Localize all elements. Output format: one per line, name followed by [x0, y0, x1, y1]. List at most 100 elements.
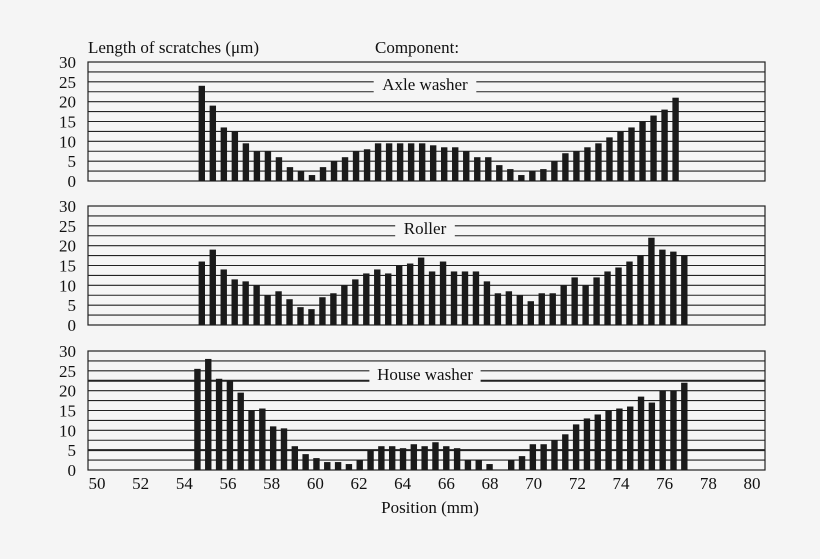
x-tick-label: 58 [263, 474, 280, 493]
x-tick-label: 68 [482, 474, 499, 493]
bar [429, 145, 437, 181]
y-tick-label: 30 [59, 53, 76, 72]
bar [399, 448, 407, 470]
bar [648, 237, 655, 325]
bar [385, 273, 392, 325]
bar [572, 424, 580, 470]
bar [395, 265, 403, 325]
bar [319, 167, 327, 181]
x-tick-label: 60 [307, 474, 324, 493]
bar [313, 458, 320, 470]
x-tick-label: 52 [132, 474, 149, 493]
bar [388, 446, 396, 470]
bar [615, 267, 622, 325]
bar [297, 171, 305, 181]
bar [472, 271, 480, 325]
bar [464, 460, 472, 470]
bar [280, 428, 288, 470]
x-tick-label: 74 [613, 474, 631, 493]
component-label: Component: [375, 38, 459, 57]
bar [231, 279, 238, 325]
bar [562, 434, 569, 470]
bar [226, 380, 234, 470]
bar [672, 97, 679, 181]
bar [253, 285, 260, 325]
bar [551, 161, 558, 181]
bar [616, 408, 623, 470]
bar [560, 285, 567, 325]
bar [352, 151, 360, 181]
bar [396, 143, 404, 181]
panel-label: Roller [404, 219, 447, 238]
bar [432, 442, 439, 470]
bar [604, 271, 611, 325]
bar [617, 131, 624, 181]
x-tick-label: 50 [89, 474, 106, 493]
bar [516, 295, 524, 325]
bar [345, 464, 353, 470]
y-tick-label: 25 [59, 362, 76, 381]
bar [529, 171, 536, 181]
bar [198, 261, 205, 325]
bar [264, 295, 271, 325]
bar [529, 444, 537, 470]
bar [670, 390, 677, 470]
bar [463, 151, 470, 181]
bar [220, 127, 228, 181]
bar [584, 147, 591, 181]
bar [421, 446, 428, 470]
bar [248, 410, 255, 470]
bar [540, 169, 547, 181]
bar [483, 281, 491, 325]
y-tick-label: 0 [68, 461, 77, 480]
y-axis-title: Length of scratches (μm) [88, 38, 259, 57]
y-tick-label: 20 [59, 93, 76, 112]
bar [330, 161, 338, 181]
bar [461, 271, 469, 325]
x-tick-label: 62 [351, 474, 368, 493]
bar [302, 454, 309, 470]
bar [374, 269, 381, 325]
bar [549, 293, 556, 325]
bar [494, 293, 502, 325]
bar [334, 462, 342, 470]
bar [650, 115, 657, 181]
bar [551, 440, 558, 470]
bar [505, 291, 513, 325]
bar [486, 464, 493, 470]
bar [681, 255, 688, 325]
bar [443, 446, 450, 470]
bar [352, 279, 359, 325]
bar [452, 147, 459, 181]
y-tick-label: 30 [59, 342, 76, 361]
bar [428, 271, 436, 325]
bar [242, 281, 249, 325]
bar [439, 261, 447, 325]
bar [407, 143, 415, 181]
bar [540, 444, 547, 470]
y-tick-label: 5 [68, 441, 77, 460]
bar [242, 143, 250, 181]
bar [593, 277, 600, 325]
bar [253, 151, 261, 181]
bar [573, 151, 580, 181]
bar [378, 446, 385, 470]
y-tick-label: 5 [68, 296, 77, 315]
bar [341, 285, 348, 325]
bar [627, 406, 634, 470]
bar [670, 251, 677, 325]
bar [606, 137, 613, 181]
bar [374, 143, 382, 181]
bar [286, 299, 293, 325]
bar [450, 271, 458, 325]
bar [198, 85, 205, 181]
x-tick-label: 72 [569, 474, 586, 493]
y-tick-label: 10 [59, 276, 76, 295]
bar [237, 392, 244, 470]
panel-label: House washer [377, 365, 473, 384]
y-tick-label: 0 [68, 172, 77, 191]
bar [628, 127, 635, 181]
